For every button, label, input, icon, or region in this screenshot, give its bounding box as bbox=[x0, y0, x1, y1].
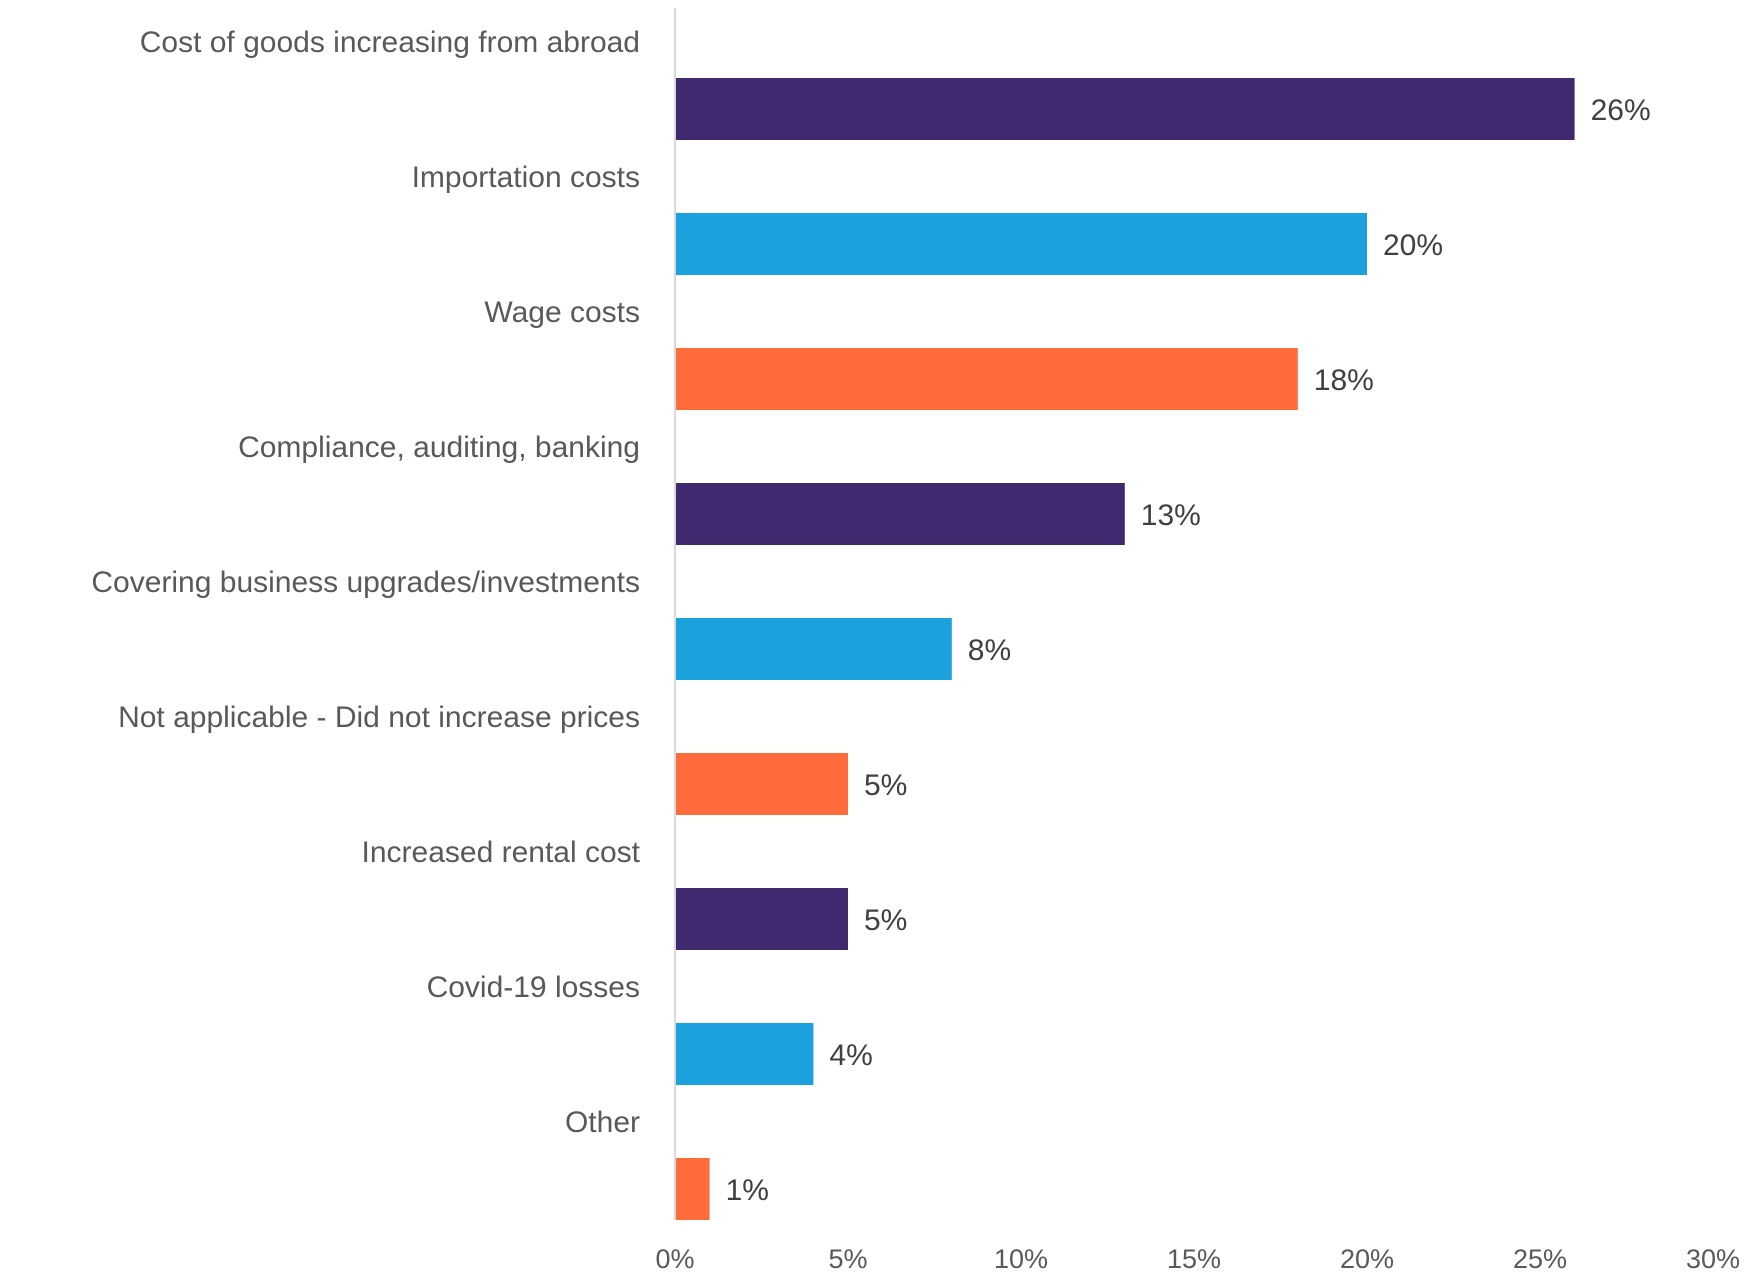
x-tick-label: 0% bbox=[655, 1244, 694, 1274]
category-label: Wage costs bbox=[484, 296, 640, 329]
x-tick-label: 5% bbox=[828, 1244, 867, 1274]
bar bbox=[676, 348, 1298, 410]
value-label: 1% bbox=[726, 1174, 769, 1207]
category-labels-group: Cost of goods increasing from abroad Impo… bbox=[91, 26, 640, 1139]
bar bbox=[676, 213, 1367, 275]
value-label: 18% bbox=[1314, 364, 1374, 397]
bar bbox=[676, 1023, 814, 1085]
x-tick-label: 10% bbox=[994, 1244, 1048, 1274]
category-label: Covering business upgrades/investments bbox=[91, 566, 640, 599]
value-label: 8% bbox=[968, 634, 1011, 667]
bar bbox=[676, 888, 848, 950]
value-labels-group: 26% 20% 18% 13% 8% 5% 5% 4% 1% bbox=[726, 94, 1651, 1207]
bar bbox=[676, 78, 1575, 140]
value-label: 26% bbox=[1591, 94, 1651, 127]
value-label: 5% bbox=[864, 769, 907, 802]
category-label: Other bbox=[565, 1106, 640, 1139]
category-label: Compliance, auditing, banking bbox=[238, 431, 640, 464]
x-tick-label: 15% bbox=[1167, 1244, 1221, 1274]
bar bbox=[676, 1158, 710, 1220]
value-label: 13% bbox=[1141, 499, 1201, 532]
category-label: Importation costs bbox=[412, 161, 640, 194]
bar bbox=[676, 753, 848, 815]
category-label: Not applicable - Did not increase prices bbox=[118, 701, 640, 734]
x-tick-labels-group: 0% 5% 10% 15% 20% 25% 30% bbox=[655, 1244, 1740, 1274]
category-label: Increased rental cost bbox=[362, 836, 641, 869]
bar bbox=[676, 483, 1125, 545]
x-tick-label: 30% bbox=[1686, 1244, 1740, 1274]
value-label: 5% bbox=[864, 904, 907, 937]
category-label: Covid-19 losses bbox=[427, 971, 640, 1004]
x-tick-label: 20% bbox=[1340, 1244, 1394, 1274]
bars-group bbox=[676, 78, 1575, 1220]
value-label: 20% bbox=[1383, 229, 1443, 262]
bar bbox=[676, 618, 952, 680]
value-label: 4% bbox=[829, 1039, 872, 1072]
x-tick-label: 25% bbox=[1513, 1244, 1567, 1274]
category-label: Cost of goods increasing from abroad bbox=[140, 26, 640, 59]
